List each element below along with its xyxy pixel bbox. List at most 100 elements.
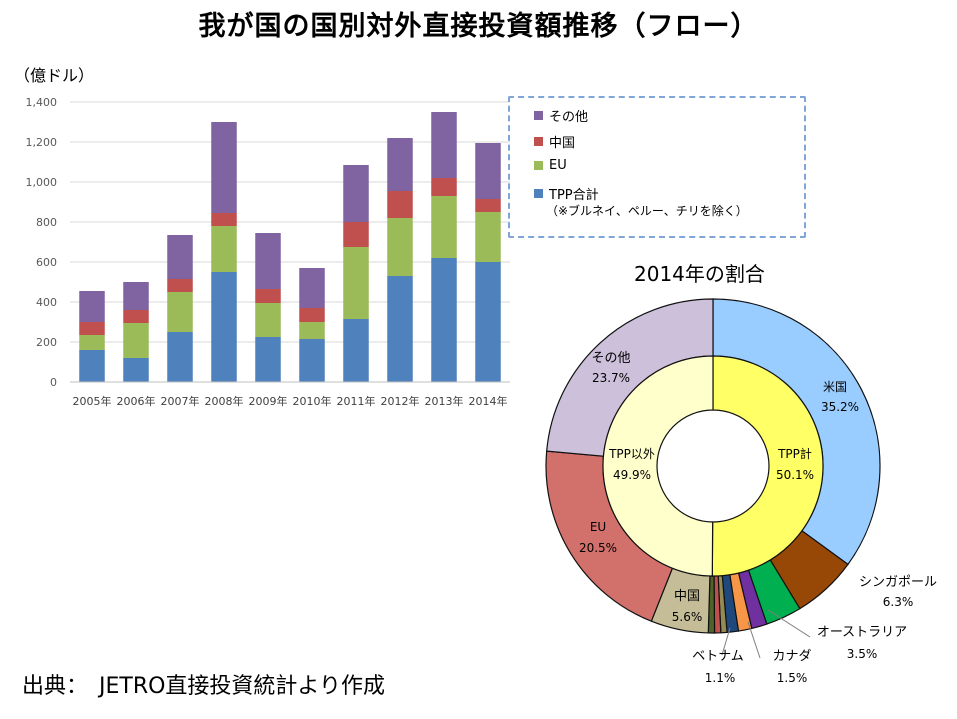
- x-tick-label: 2010年: [293, 394, 332, 408]
- legend-label-tpp: TPP合計: [549, 188, 599, 203]
- pie-value-china: 5.6%: [672, 610, 703, 624]
- y-tick-label: 400: [36, 296, 57, 309]
- x-tick-label: 2007年: [161, 394, 200, 408]
- bar-segment: [387, 191, 413, 218]
- legend-box: その他 中国 EU TPP合計 （※ブルネイ、ペルー、チリを除く）: [508, 96, 806, 238]
- pie-label-usa: 米国: [823, 380, 847, 394]
- bar-segment: [211, 122, 237, 213]
- y-unit-label: （億ドル）: [14, 66, 95, 85]
- bar-segment: [475, 199, 501, 212]
- bar-segment: [299, 308, 325, 322]
- bar-segment: [123, 323, 149, 358]
- donut-inner-slice: [711, 355, 824, 577]
- y-tick-label: 200: [36, 336, 57, 349]
- legend-item-other: その他: [534, 106, 588, 125]
- legend-item-tpp: TPP合計: [534, 184, 599, 203]
- bar-segment: [299, 322, 325, 339]
- callout-label-australia: オーストラリア: [817, 625, 907, 640]
- legend-item-china: 中国: [534, 132, 575, 151]
- y-tick-label: 1,400: [26, 96, 58, 109]
- bar-segment: [211, 226, 237, 272]
- legend-swatch-other: [534, 111, 543, 120]
- leader-line: [721, 627, 731, 656]
- x-tick-label: 2013年: [425, 394, 464, 408]
- legend-label-eu: EU: [549, 158, 567, 173]
- bar-segment: [431, 258, 457, 382]
- pie-value-singapore: 6.3%: [883, 595, 914, 609]
- y-tick-label: 1,000: [26, 176, 58, 189]
- bar-segment: [431, 178, 457, 196]
- pie-label-other: その他: [591, 351, 630, 366]
- x-tick-label: 2008年: [205, 394, 244, 408]
- pie-value-usa: 35.2%: [821, 400, 859, 414]
- y-tick-label: 600: [36, 256, 57, 269]
- bar-segment: [387, 276, 413, 382]
- bar-segment: [255, 233, 281, 289]
- bar-segment: [167, 235, 193, 279]
- x-tick-label: 2011年: [337, 394, 376, 408]
- y-tick-label: 800: [36, 216, 57, 229]
- legend-label-other: その他: [549, 110, 589, 125]
- bar-segment: [299, 268, 325, 308]
- pie-chart-title: 2014年の割合: [634, 262, 765, 286]
- donut-inner-slice: [602, 355, 714, 577]
- pie-label-singapore: シンガポール: [859, 575, 937, 590]
- bar-segment: [255, 303, 281, 337]
- bar-segment: [211, 213, 237, 226]
- bar-segment: [79, 291, 105, 322]
- bar-segment: [343, 165, 369, 222]
- pie-value-eu: 20.5%: [579, 541, 617, 555]
- leader-line: [767, 609, 811, 638]
- bar-segment: [79, 335, 105, 350]
- bar-segment: [343, 319, 369, 382]
- x-tick-label: 2014年: [469, 394, 508, 408]
- bar-segment: [123, 282, 149, 310]
- bar-segment: [387, 138, 413, 191]
- y-tick-label: 0: [50, 376, 57, 389]
- x-tick-label: 2006年: [117, 394, 156, 408]
- bar-segment: [167, 292, 193, 332]
- legend-swatch-china: [534, 137, 543, 146]
- legend-item-eu: EU: [534, 158, 567, 173]
- pie-value-other: 23.7%: [592, 371, 630, 385]
- x-tick-label: 2009年: [249, 394, 288, 408]
- bar-segment: [123, 358, 149, 382]
- legend-label-china: 中国: [549, 136, 576, 151]
- y-tick-label: 1,200: [26, 136, 58, 149]
- callout-label-canada: カナダ: [772, 649, 811, 664]
- bar-segment: [431, 196, 457, 258]
- x-tick-label: 2005年: [73, 394, 112, 408]
- legend-swatch-tpp: [534, 189, 543, 198]
- callout-label-vietnam: ベトナム: [692, 649, 744, 664]
- bar-segment: [255, 289, 281, 303]
- bar-segment: [167, 279, 193, 292]
- callout-value-canada: 1.5%: [777, 671, 808, 685]
- pie-label-non-tpp: TPP以外: [608, 447, 655, 461]
- pie-label-eu: EU: [590, 520, 606, 534]
- bar-segment: [255, 337, 281, 382]
- leader-line: [747, 621, 761, 659]
- legend-swatch-eu: [534, 161, 543, 170]
- bar-segment: [79, 322, 105, 335]
- legend-note: （※ブルネイ、ペルー、チリを除く）: [546, 204, 748, 218]
- page-title: 我が国の国別対外直接投資額推移（フロー）: [198, 11, 759, 42]
- callout-value-vietnam: 1.1%: [705, 671, 736, 685]
- bar-segment: [343, 247, 369, 319]
- bar-segment: [475, 262, 501, 382]
- pie-value-tpp: 50.1%: [776, 468, 814, 482]
- bar-segment: [387, 218, 413, 276]
- callout-value-australia: 3.5%: [847, 647, 878, 661]
- bar-segment: [475, 212, 501, 262]
- pie-value-non-tpp: 49.9%: [613, 468, 651, 482]
- bar-segment: [431, 112, 457, 178]
- x-tick-label: 2012年: [381, 394, 420, 408]
- bar-segment: [343, 222, 369, 247]
- bar-segment: [299, 339, 325, 382]
- bar-segment: [475, 143, 501, 199]
- bar-segment: [167, 332, 193, 382]
- source-note: 出典： JETRO直接投資統計より作成: [22, 674, 385, 699]
- bar-segment: [123, 310, 149, 323]
- bar-segment: [79, 350, 105, 382]
- pie-label-china: 中国: [674, 589, 700, 604]
